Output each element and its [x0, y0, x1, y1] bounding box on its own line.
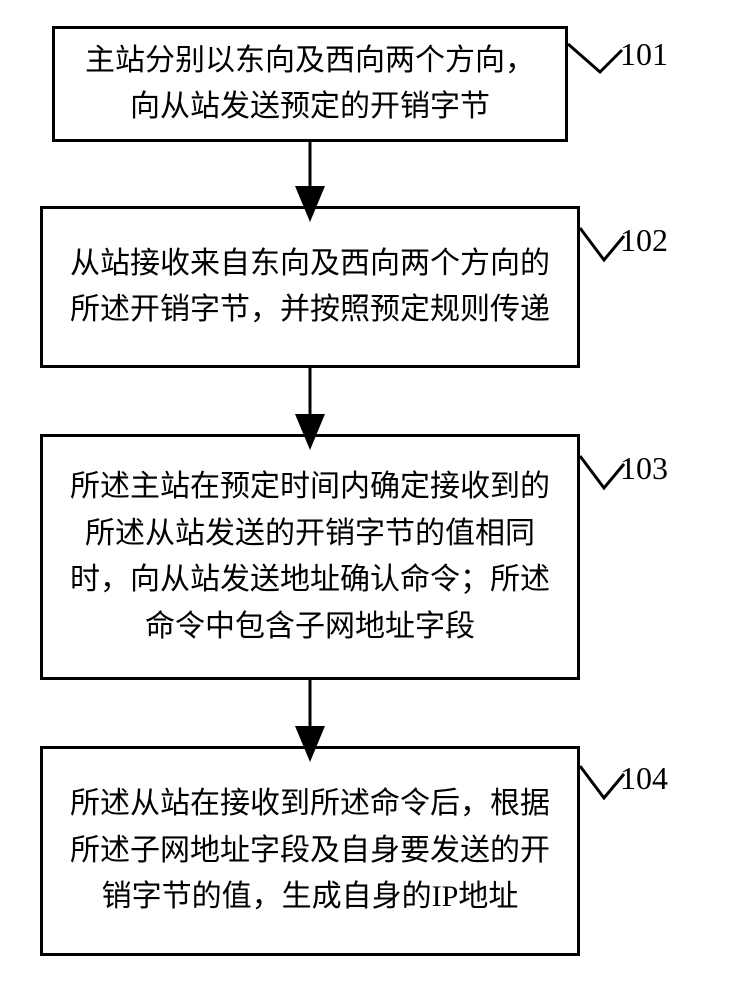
flow-callout [580, 766, 624, 798]
flow-node-n2: 从站接收来自东向及西向两个方向的所述开销字节，并按照预定规则传递 [40, 206, 580, 368]
flow-node-text: 从站接收来自东向及西向两个方向的所述开销字节，并按照预定规则传递 [63, 241, 557, 334]
flow-node-label-n4: 104 [620, 760, 668, 797]
flow-node-label-n3: 103 [620, 450, 668, 487]
flow-node-label-n1: 101 [620, 36, 668, 73]
flow-node-label-n2: 102 [620, 222, 668, 259]
flow-node-text: 所述从站在接收到所述命令后，根据所述子网地址字段及自身要发送的开销字节的值，生成… [63, 781, 557, 921]
flow-callout [580, 456, 624, 488]
flow-callout [568, 44, 622, 72]
flow-node-text: 所述主站在预定时间内确定接收到的所述从站发送的开销字节的值相同时，向从站发送地址… [63, 464, 557, 650]
flow-node-text: 主站分别以东向及西向两个方向，向从站发送预定的开销字节 [75, 38, 545, 131]
flow-node-n1: 主站分别以东向及西向两个方向，向从站发送预定的开销字节 [52, 26, 568, 142]
flow-callout [580, 228, 624, 260]
flow-node-n4: 所述从站在接收到所述命令后，根据所述子网地址字段及自身要发送的开销字节的值，生成… [40, 746, 580, 956]
flow-node-n3: 所述主站在预定时间内确定接收到的所述从站发送的开销字节的值相同时，向从站发送地址… [40, 434, 580, 680]
